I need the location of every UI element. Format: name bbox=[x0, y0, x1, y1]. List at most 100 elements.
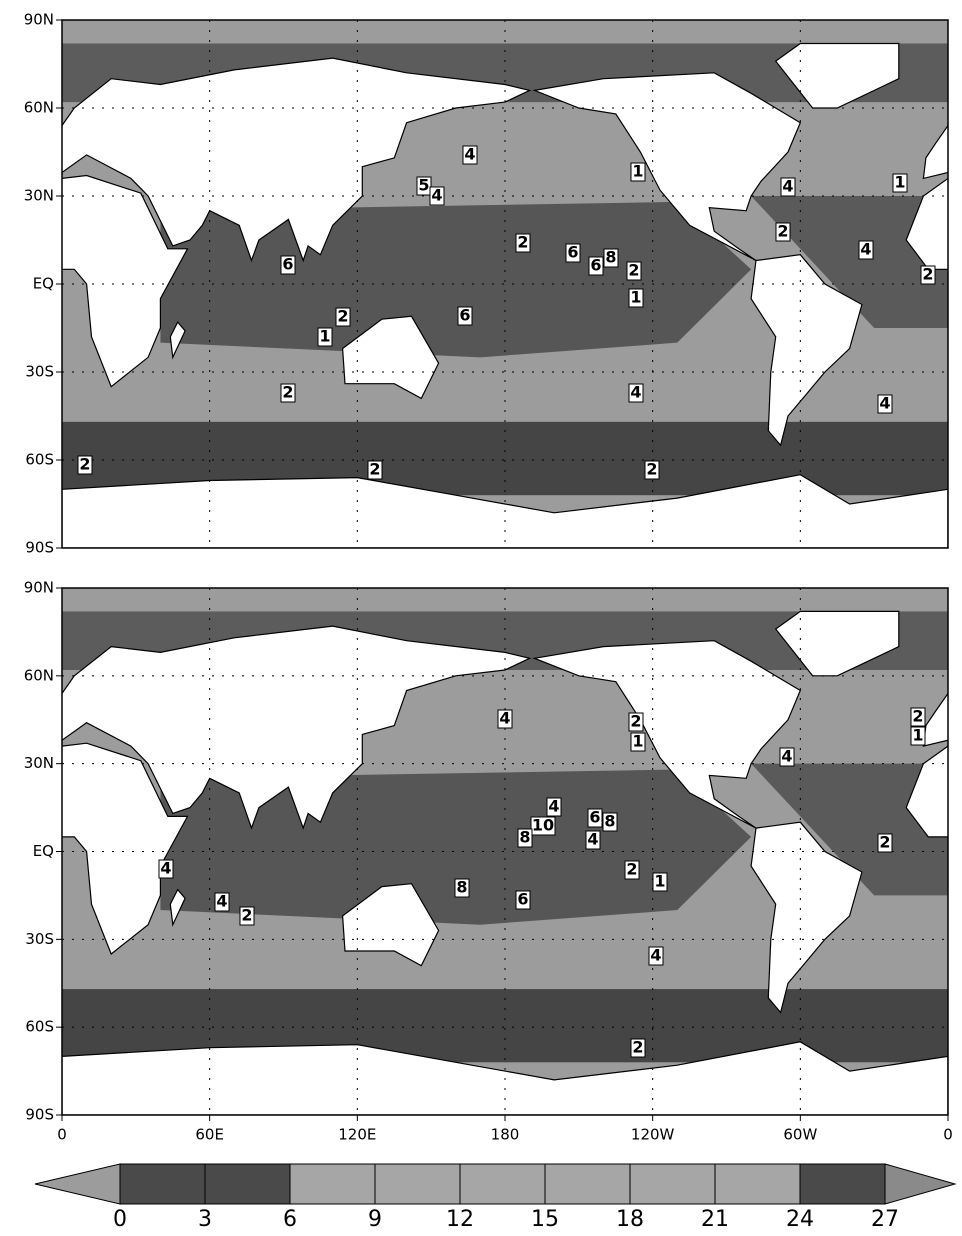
contour-label-box bbox=[628, 383, 644, 403]
lat-label: 90N bbox=[24, 579, 54, 597]
contour-label: 8 bbox=[456, 878, 467, 897]
contour-label-box bbox=[602, 812, 618, 832]
contour-label-box bbox=[239, 906, 255, 926]
lat-label: EQ bbox=[33, 275, 54, 293]
lon-label: 60E bbox=[195, 1126, 224, 1144]
colorbar-label: 9 bbox=[368, 1207, 382, 1232]
contour-label: 6 bbox=[567, 243, 578, 262]
land bbox=[947, 488, 948, 548]
lat-label: 30S bbox=[25, 930, 54, 948]
lat-label: 90N bbox=[24, 11, 54, 29]
lat-label: EQ bbox=[33, 842, 54, 860]
contour-label: 2 bbox=[777, 222, 788, 241]
lat-label: 30N bbox=[24, 187, 54, 205]
land bbox=[750, 254, 863, 447]
contour-label-box bbox=[530, 816, 556, 836]
contour-label: 4 bbox=[587, 830, 598, 849]
land bbox=[774, 42, 900, 109]
land bbox=[922, 692, 948, 747]
colorbar-label: 12 bbox=[446, 1207, 474, 1232]
land bbox=[905, 177, 948, 270]
atlantic-band bbox=[751, 763, 948, 896]
colorbar-segment bbox=[544, 1163, 631, 1205]
contour-label: 4 bbox=[499, 709, 510, 728]
land bbox=[532, 72, 802, 262]
land bbox=[341, 883, 440, 967]
contour-label-box bbox=[587, 808, 603, 828]
colorbar-segment bbox=[629, 1163, 716, 1205]
contour-label: 2 bbox=[337, 307, 348, 326]
land bbox=[62, 1055, 63, 1115]
contour-label: 4 bbox=[781, 747, 792, 766]
contour-label: 6 bbox=[590, 256, 601, 275]
land bbox=[62, 625, 532, 830]
contour-label: 4 bbox=[879, 394, 890, 413]
colorbar-label: 18 bbox=[616, 1207, 644, 1232]
contour-label-box bbox=[858, 240, 874, 260]
contour-label-box bbox=[628, 288, 644, 308]
colorbar-label: 24 bbox=[786, 1207, 814, 1232]
contour-label-box bbox=[648, 946, 664, 966]
contour-label: 6 bbox=[459, 306, 470, 325]
land bbox=[62, 488, 63, 548]
map-panel bbox=[62, 588, 948, 1115]
contour-label: 6 bbox=[282, 255, 293, 274]
lon-label: 60W bbox=[783, 1126, 817, 1144]
lon-label: 0 bbox=[57, 1126, 67, 1144]
land bbox=[62, 742, 189, 955]
contour-label-box bbox=[517, 828, 533, 848]
contour-label: 2 bbox=[369, 460, 380, 479]
contour-label: 8 bbox=[519, 828, 530, 847]
colorbar-label: 0 bbox=[113, 1207, 127, 1232]
contour-label-box bbox=[515, 233, 531, 253]
colorbar-label: 27 bbox=[871, 1207, 899, 1232]
contour-label-box bbox=[644, 460, 660, 480]
atlantic-band bbox=[751, 196, 948, 328]
contour-label: 2 bbox=[626, 860, 637, 879]
contour-label: 2 bbox=[282, 383, 293, 402]
land bbox=[750, 821, 863, 1014]
lat-label: 60N bbox=[24, 99, 54, 117]
contour-label: 4 bbox=[160, 859, 171, 878]
contour-label-box bbox=[626, 261, 642, 281]
contour-label-box bbox=[280, 255, 296, 275]
contour-label: 2 bbox=[922, 265, 933, 284]
contour-label-box bbox=[565, 243, 581, 263]
contour-label-box bbox=[214, 892, 230, 912]
land bbox=[341, 315, 440, 400]
contour-label: 1 bbox=[894, 173, 905, 192]
contour-label: 2 bbox=[879, 833, 890, 852]
lon-label: 120W bbox=[631, 1126, 675, 1144]
contour-label-box bbox=[630, 162, 646, 182]
contour-label: 1 bbox=[654, 872, 665, 891]
contour-label-box bbox=[585, 830, 601, 850]
colorbar-segment bbox=[374, 1163, 461, 1205]
contour-label: 1 bbox=[632, 732, 643, 751]
colorbar-end bbox=[34, 1163, 121, 1205]
contour-label-box bbox=[892, 173, 908, 193]
contour-label: 8 bbox=[604, 812, 615, 831]
contour-label-box bbox=[652, 872, 668, 892]
contour-label: 4 bbox=[464, 145, 475, 164]
lat-label: 60S bbox=[25, 451, 54, 469]
contour-label: 2 bbox=[630, 712, 641, 731]
land bbox=[947, 1055, 948, 1115]
contour-label-box bbox=[454, 878, 470, 898]
colorbar-segment bbox=[799, 1163, 886, 1205]
contour-label-box bbox=[462, 145, 478, 165]
colorbar-end bbox=[884, 1163, 957, 1205]
colorbar-segment bbox=[714, 1163, 801, 1205]
contour-label-box bbox=[335, 307, 351, 327]
land bbox=[169, 888, 186, 927]
contour-label-box bbox=[77, 455, 93, 475]
contour-label-box bbox=[429, 186, 445, 206]
contour-label-box bbox=[920, 265, 936, 285]
contour-label: 6 bbox=[589, 808, 600, 827]
colorbar-label: 6 bbox=[283, 1207, 297, 1232]
contour-label-box bbox=[280, 383, 296, 403]
contour-label: 1 bbox=[912, 726, 923, 745]
contour-label-box bbox=[628, 712, 644, 732]
contour-label: 2 bbox=[646, 460, 657, 479]
contour-label-box bbox=[877, 394, 893, 414]
